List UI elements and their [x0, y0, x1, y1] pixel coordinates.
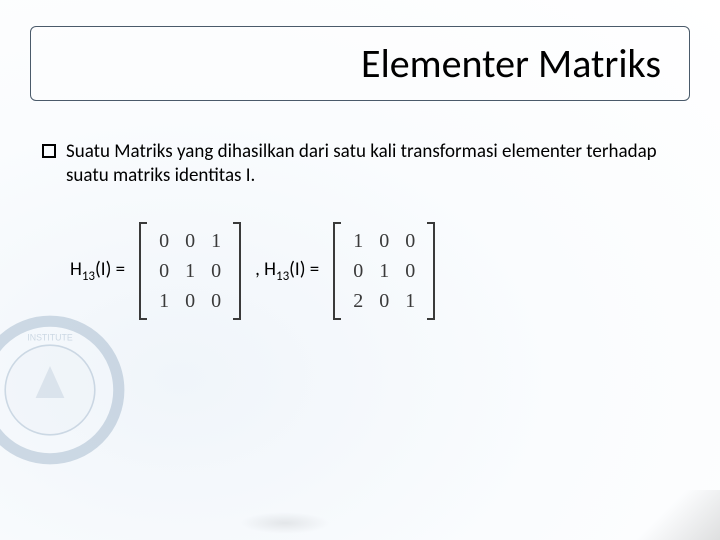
eq2-prefix: , H — [255, 258, 276, 281]
m1-r0c2: 1 — [211, 230, 221, 253]
matrix-1-cells: 0 0 1 0 1 0 1 0 0 — [147, 222, 233, 320]
m1-r2c0: 1 — [159, 290, 169, 313]
m1-r0c1: 0 — [185, 230, 195, 253]
m1-r2c2: 0 — [211, 290, 221, 313]
bracket-left-icon — [333, 222, 341, 320]
eq1-prefix: H — [70, 258, 82, 281]
watermark-seal: INSTITUTE — [0, 310, 130, 470]
m2-r2c1: 0 — [379, 290, 389, 313]
bracket-left-icon — [139, 222, 147, 320]
matrix-1: 0 0 1 0 1 0 1 0 0 — [139, 222, 241, 320]
bracket-right-icon — [233, 222, 241, 320]
matrix-2: 1 0 0 0 1 0 2 0 1 — [333, 222, 435, 320]
corner-shadow — [600, 490, 720, 540]
bracket-right-icon — [427, 222, 435, 320]
m2-r1c2: 0 — [405, 260, 415, 283]
eq1-label: H13(I) = — [70, 258, 125, 284]
page-title: Elementer Matriks — [43, 39, 661, 88]
page-curl-shadow — [240, 512, 330, 534]
m1-r0c0: 0 — [159, 230, 169, 253]
m1-r1c2: 0 — [211, 260, 221, 283]
eq1-suffix: (I) = — [95, 258, 125, 281]
m1-r1c1: 1 — [185, 260, 195, 283]
m2-r2c0: 2 — [353, 290, 363, 313]
m1-r2c1: 0 — [185, 290, 195, 313]
m2-r0c2: 0 — [405, 230, 415, 253]
eq2-sub: 13 — [276, 269, 289, 284]
m2-r1c0: 0 — [353, 260, 363, 283]
eq2-suffix: (I) = — [289, 258, 319, 281]
eq2-label: , H13(I) = — [255, 258, 319, 284]
bullet-square-icon — [42, 144, 56, 158]
bullet-text: Suatu Matriks yang dihasilkan dari satu … — [66, 140, 678, 188]
equations-row: H13(I) = 0 0 1 0 1 0 1 0 0 , H13(I) = 1 … — [70, 222, 435, 320]
m2-r0c0: 1 — [353, 230, 363, 253]
m2-r1c1: 1 — [379, 260, 389, 283]
m2-r0c1: 0 — [379, 230, 389, 253]
bullet-item: Suatu Matriks yang dihasilkan dari satu … — [42, 140, 678, 188]
matrix-2-cells: 1 0 0 0 1 0 2 0 1 — [341, 222, 427, 320]
title-box: Elementer Matriks — [30, 26, 690, 101]
m1-r1c0: 0 — [159, 260, 169, 283]
svg-text:INSTITUTE: INSTITUTE — [27, 332, 73, 342]
m2-r2c2: 1 — [405, 290, 415, 313]
eq1-sub: 13 — [82, 269, 95, 284]
